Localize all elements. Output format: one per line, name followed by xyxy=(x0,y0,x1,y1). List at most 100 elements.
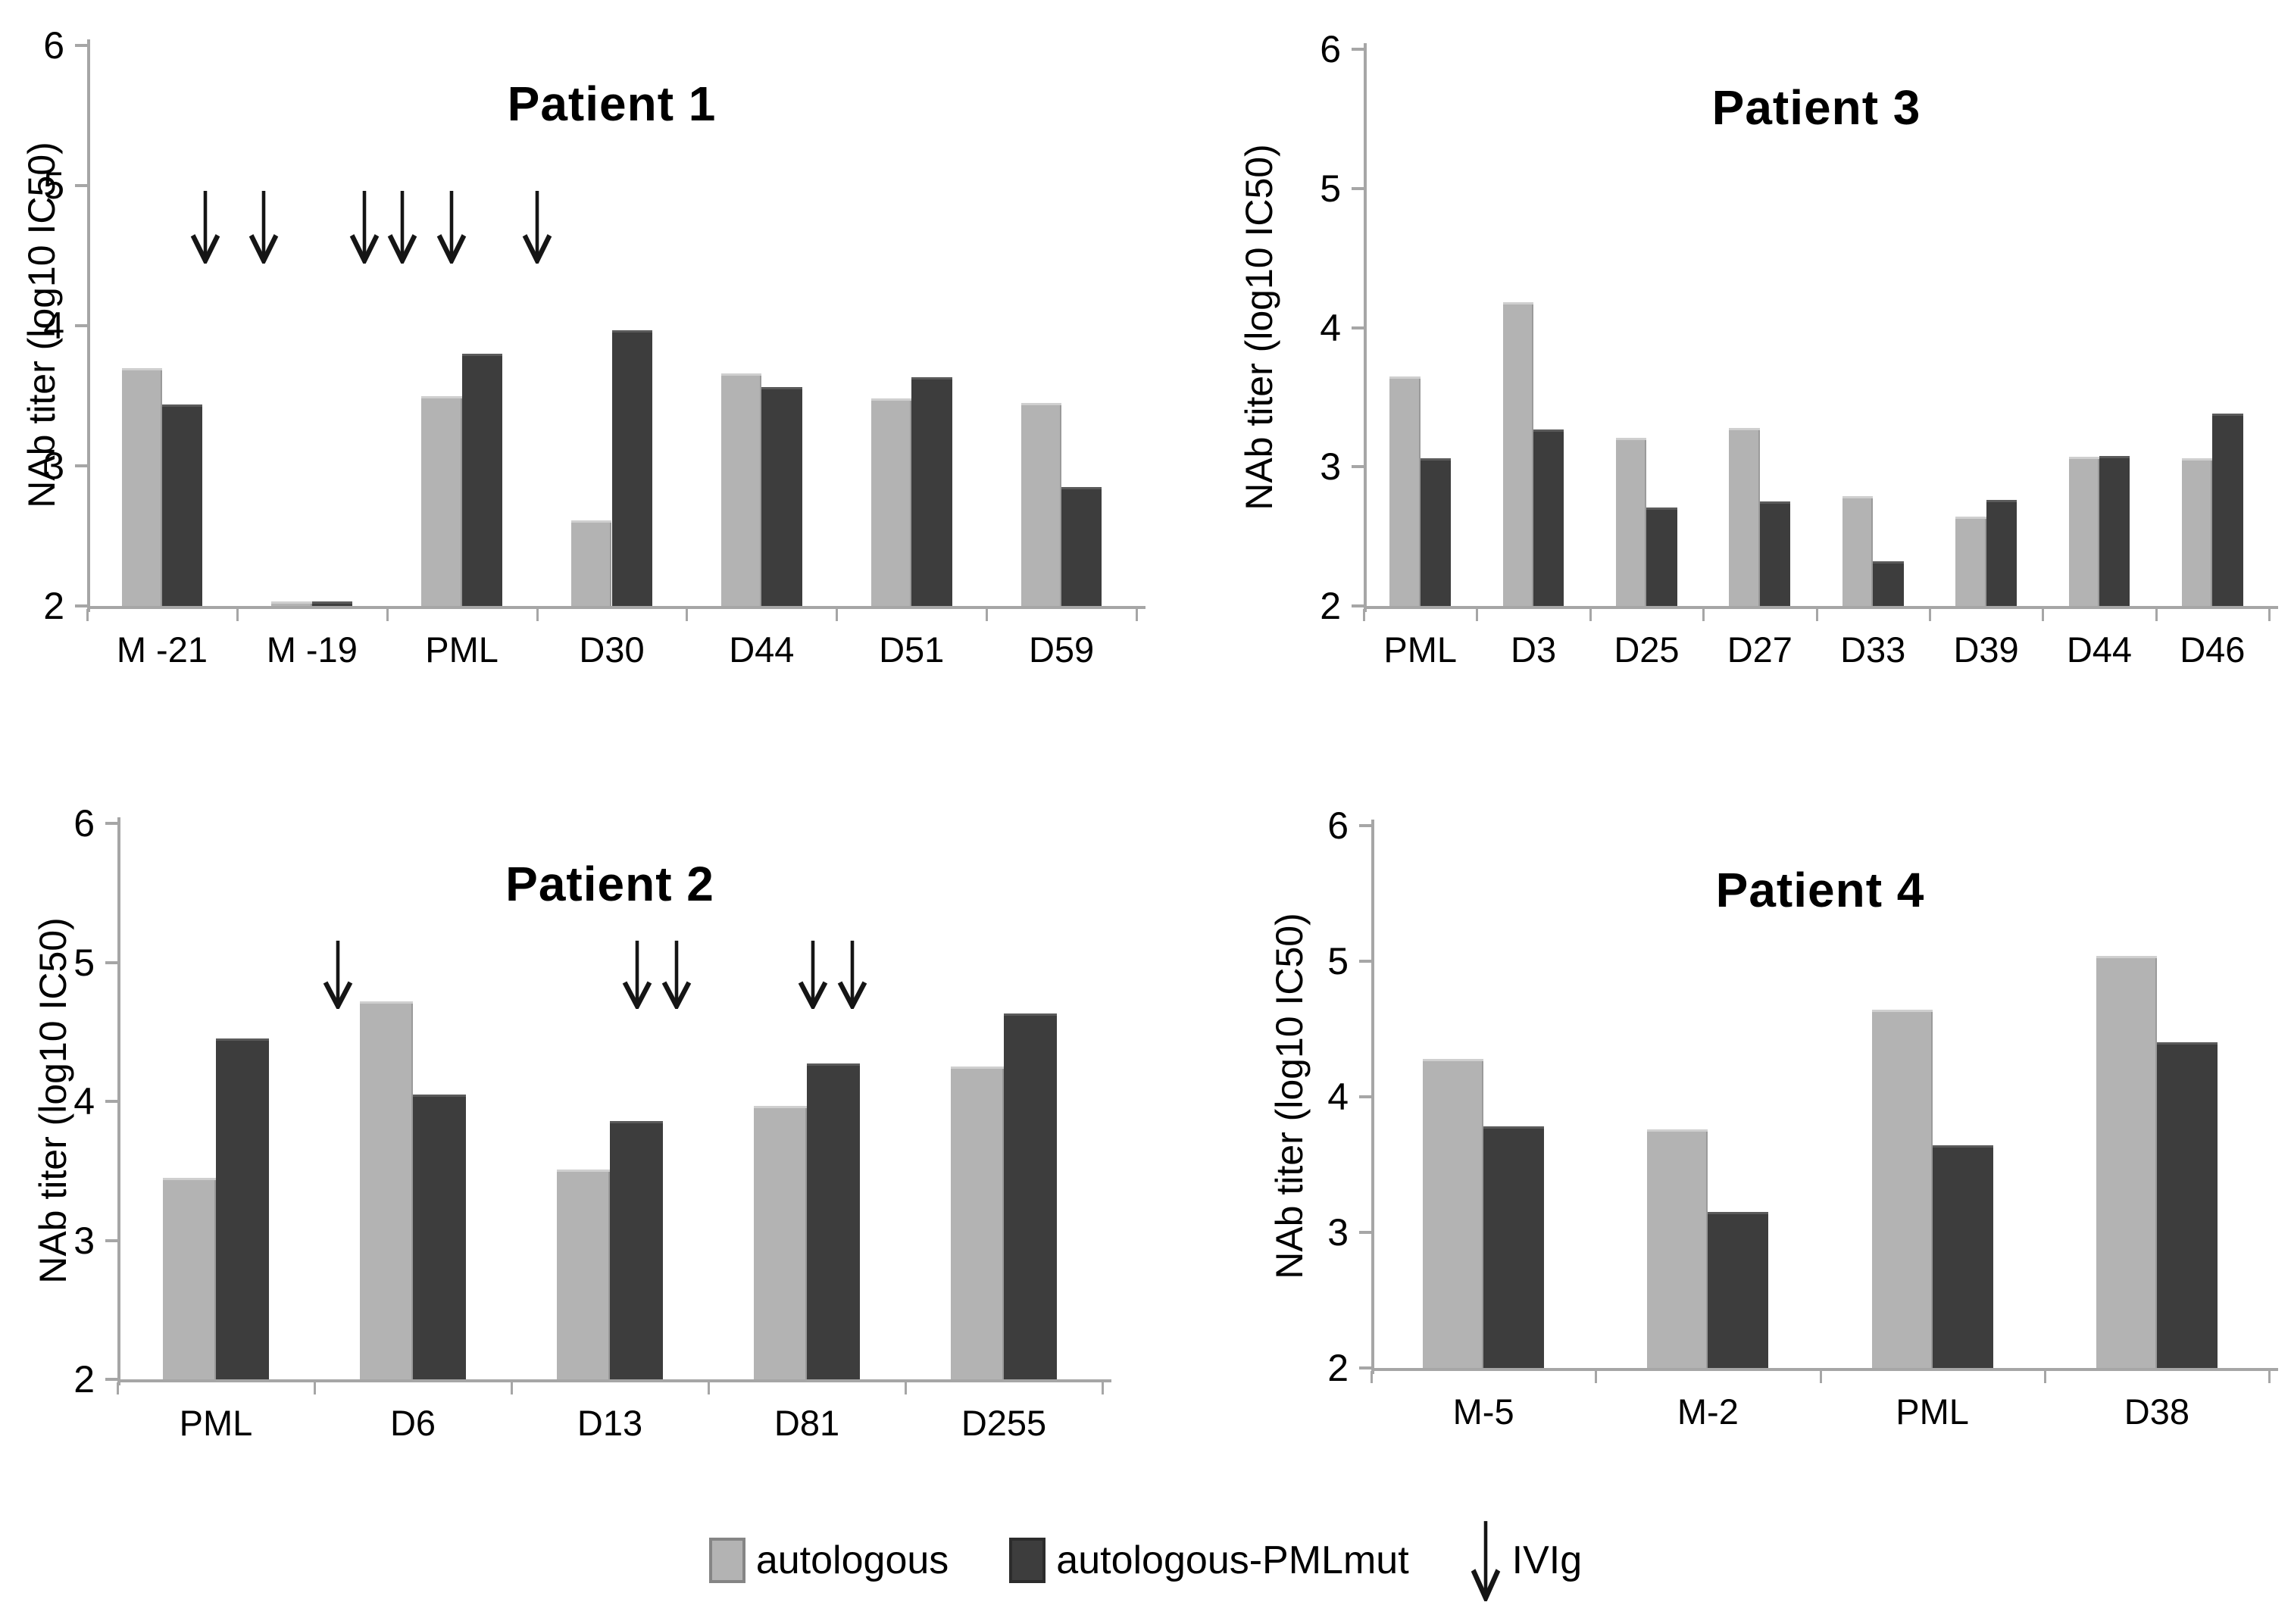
y-tick-mark xyxy=(75,464,87,467)
x-axis-line xyxy=(1371,1368,2278,1371)
bar-autologous-PMLmut-PML xyxy=(461,354,503,606)
bar-autologous-PMLmut-D27 xyxy=(1759,501,1791,606)
legend-label-ivig: IVIg xyxy=(1511,1538,1583,1582)
x-tick-mark xyxy=(1589,609,1592,621)
x-tick-mark xyxy=(386,609,389,621)
legend-item-autologous-pmlmut: autologous-PMLmut xyxy=(1009,1538,1409,1583)
bar-autologous-PMLmut-PML xyxy=(1932,1145,1993,1368)
x-tick-mark xyxy=(686,609,689,621)
down-arrow-icon xyxy=(1471,1521,1500,1601)
x-tick-mark xyxy=(2268,609,2271,621)
y-tick-label-5: 5 xyxy=(1327,940,1349,982)
bar-autologous-PMLmut-D44 xyxy=(2099,455,2130,606)
x-tick-mark xyxy=(117,1382,119,1394)
y-tick-mark xyxy=(75,324,87,327)
x-tick-mark xyxy=(2042,609,2045,621)
bar-autologous-D39 xyxy=(1955,517,1986,606)
x-axis-label-D255: D255 xyxy=(961,1403,1047,1443)
bar-autologous-M-2 xyxy=(1647,1129,1708,1368)
y-tick-label-6: 6 xyxy=(1320,28,1341,70)
x-tick-mark xyxy=(1928,609,1931,621)
x-tick-mark xyxy=(1476,609,1479,621)
x-tick-mark xyxy=(1363,609,1365,621)
x-tick-mark xyxy=(314,1382,316,1394)
x-axis-label-D30: D30 xyxy=(579,629,645,670)
x-axis-label-D44: D44 xyxy=(2066,629,2133,670)
x-tick-mark xyxy=(1136,609,1138,621)
ivig-arrow-icon xyxy=(436,189,467,267)
ivig-arrow-icon xyxy=(661,939,692,1012)
y-tick-mark xyxy=(105,1100,117,1103)
x-axis-label-D33: D33 xyxy=(1840,629,1906,670)
ivig-arrow-icon xyxy=(797,939,829,1012)
y-tick-label-6: 6 xyxy=(73,802,95,845)
autologous-swatch xyxy=(708,1538,745,1583)
bar-autologous-PMLmut-D25 xyxy=(1646,507,1677,606)
x-tick-mark xyxy=(536,609,539,621)
y-axis-line xyxy=(117,817,120,1385)
y-tick-mark xyxy=(1352,604,1364,607)
bar-autologous-PMLmut-D46 xyxy=(2212,414,2243,606)
ivig-arrow-icon xyxy=(621,939,653,1012)
legend-item-ivig: IVIg xyxy=(1470,1519,1583,1601)
bar-autologous-PML xyxy=(1389,376,1421,606)
x-tick-mark xyxy=(1819,1371,1822,1383)
x-axis-label-M-2: M-2 xyxy=(1677,1391,1739,1432)
y-tick-mark xyxy=(1359,1366,1371,1369)
y-tick-label-5: 5 xyxy=(73,941,95,984)
x-axis-label-D3: D3 xyxy=(1511,629,1557,670)
ivig-arrow-icon xyxy=(348,189,380,267)
y-tick-mark xyxy=(105,1378,117,1381)
y-tick-label-5: 5 xyxy=(1320,167,1341,210)
bar-autologous-PMLmut-M-2 xyxy=(1708,1212,1769,1368)
x-tick-mark xyxy=(836,609,839,621)
bar-autologous-D13 xyxy=(556,1169,610,1379)
bar-autologous-D27 xyxy=(1729,427,1760,606)
x-tick-mark xyxy=(1595,1371,1598,1383)
bar-autologous-M-21 xyxy=(121,367,162,606)
y-axis-line xyxy=(1371,820,1374,1374)
bar-autologous-M-19 xyxy=(271,601,312,606)
bar-autologous-PML xyxy=(1871,1010,1933,1368)
ivig-arrow-icon xyxy=(521,189,553,267)
x-tick-mark xyxy=(1815,609,1818,621)
x-tick-mark xyxy=(1102,1382,1104,1394)
x-axis-label-D27: D27 xyxy=(1727,629,1792,670)
y-tick-mark xyxy=(75,44,87,47)
legend-label-autologous: autologous xyxy=(755,1538,949,1582)
y-axis-line xyxy=(87,39,90,612)
y-tick-label-6: 6 xyxy=(43,24,64,67)
x-tick-mark xyxy=(2268,1371,2271,1383)
x-axis-label-D51: D51 xyxy=(879,629,945,670)
y-tick-mark xyxy=(75,604,87,607)
y-tick-label-4: 4 xyxy=(43,304,64,347)
y-tick-label-4: 4 xyxy=(1327,1076,1349,1118)
bar-autologous-PMLmut-D38 xyxy=(2156,1042,2218,1368)
x-axis-label-D44: D44 xyxy=(729,629,795,670)
x-tick-mark xyxy=(1371,1371,1373,1383)
y-tick-label-3: 3 xyxy=(1327,1211,1349,1254)
bar-autologous-PMLmut-D13 xyxy=(610,1120,664,1379)
bar-autologous-PMLmut-D6 xyxy=(413,1094,467,1379)
x-tick-mark xyxy=(236,609,239,621)
x-tick-mark xyxy=(708,1382,710,1394)
ivig-arrow-icon xyxy=(189,189,221,267)
x-axis-line xyxy=(117,1379,1111,1382)
bar-autologous-PMLmut-PML xyxy=(1420,458,1452,606)
bar-autologous-D30 xyxy=(571,520,612,606)
x-axis-label-D25: D25 xyxy=(1614,629,1680,670)
y-tick-label-2: 2 xyxy=(1327,1347,1349,1389)
patient-3-panel: Patient 3 NAb titer (log10 IC50) 6 5 4 3 2 PML D… xyxy=(1146,0,2291,792)
legend-label-autologous-pmlmut: autologous-PMLmut xyxy=(1056,1538,1409,1582)
x-axis-label-M-19: M -19 xyxy=(266,629,358,670)
x-axis-label-M-21: M -21 xyxy=(116,629,208,670)
autologous-pmlmut-swatch xyxy=(1009,1538,1046,1583)
bar-autologous-PMLmut-D255 xyxy=(1004,1013,1058,1379)
y-tick-label-2: 2 xyxy=(43,585,64,627)
bar-autologous-D38 xyxy=(2096,955,2157,1368)
y-tick-mark xyxy=(1359,960,1371,963)
y-tick-mark xyxy=(105,960,117,964)
y-tick-label-2: 2 xyxy=(73,1358,95,1401)
bar-autologous-PMLmut-M-19 xyxy=(311,601,353,606)
bar-autologous-PMLmut-D59 xyxy=(1061,486,1102,606)
